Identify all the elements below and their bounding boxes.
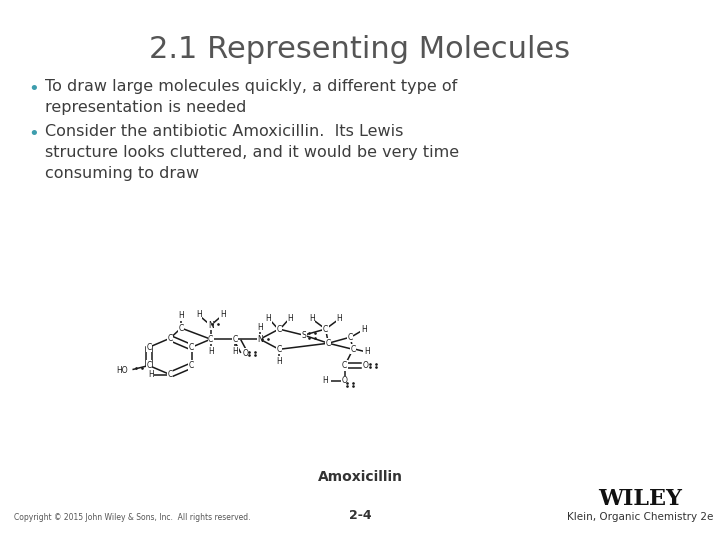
Text: C: C	[168, 370, 173, 379]
Text: 2-4: 2-4	[348, 509, 372, 522]
Text: representation is needed: representation is needed	[45, 100, 246, 115]
Text: HO: HO	[117, 366, 128, 375]
Text: H: H	[196, 310, 202, 319]
Text: N: N	[208, 321, 214, 329]
Text: Klein, Organic Chemistry 2e: Klein, Organic Chemistry 2e	[567, 512, 714, 522]
Text: C: C	[168, 334, 173, 343]
Text: H: H	[208, 347, 214, 356]
Text: •: •	[28, 80, 39, 98]
Text: C: C	[276, 345, 282, 354]
Text: H: H	[336, 314, 342, 323]
Text: O: O	[242, 349, 248, 358]
Text: structure looks cluttered, and it would be very time: structure looks cluttered, and it would …	[45, 145, 459, 160]
Text: N: N	[257, 335, 263, 343]
Text: H: H	[323, 376, 328, 386]
Text: H: H	[364, 347, 369, 356]
Text: H: H	[233, 347, 238, 356]
Text: C: C	[146, 361, 151, 370]
Text: S: S	[302, 330, 306, 340]
Text: C: C	[351, 345, 356, 354]
Text: O: O	[342, 376, 348, 386]
Text: C: C	[189, 343, 194, 352]
Text: C: C	[208, 335, 213, 343]
Text: C: C	[325, 339, 331, 348]
Text: C: C	[276, 325, 282, 334]
Text: H: H	[148, 370, 154, 379]
Text: 2.1 Representing Molecules: 2.1 Representing Molecules	[150, 35, 570, 64]
Text: H: H	[220, 310, 225, 319]
Text: H: H	[276, 357, 282, 366]
Text: C: C	[146, 343, 151, 352]
Text: H: H	[265, 314, 271, 323]
Text: To draw large molecules quickly, a different type of: To draw large molecules quickly, a diffe…	[45, 79, 457, 94]
Text: C: C	[189, 361, 194, 370]
Text: C: C	[323, 325, 328, 334]
Text: •: •	[28, 125, 39, 143]
Text: H: H	[287, 314, 293, 323]
Text: H: H	[257, 322, 263, 332]
Text: WILEY: WILEY	[598, 488, 682, 510]
Text: C: C	[342, 361, 347, 370]
Text: Consider the antibiotic Amoxicillin.  Its Lewis: Consider the antibiotic Amoxicillin. Its…	[45, 124, 403, 139]
Text: H: H	[361, 325, 366, 334]
Text: H: H	[309, 314, 315, 323]
Text: C: C	[233, 335, 238, 343]
Text: C: C	[348, 333, 353, 342]
Text: C: C	[179, 323, 184, 333]
Text: O: O	[363, 361, 369, 370]
Text: consuming to draw: consuming to draw	[45, 166, 199, 181]
Text: H: H	[179, 312, 184, 320]
Text: Copyright © 2015 John Wiley & Sons, Inc.  All rights reserved.: Copyright © 2015 John Wiley & Sons, Inc.…	[14, 513, 251, 522]
Text: Amoxicillin: Amoxicillin	[318, 470, 402, 484]
